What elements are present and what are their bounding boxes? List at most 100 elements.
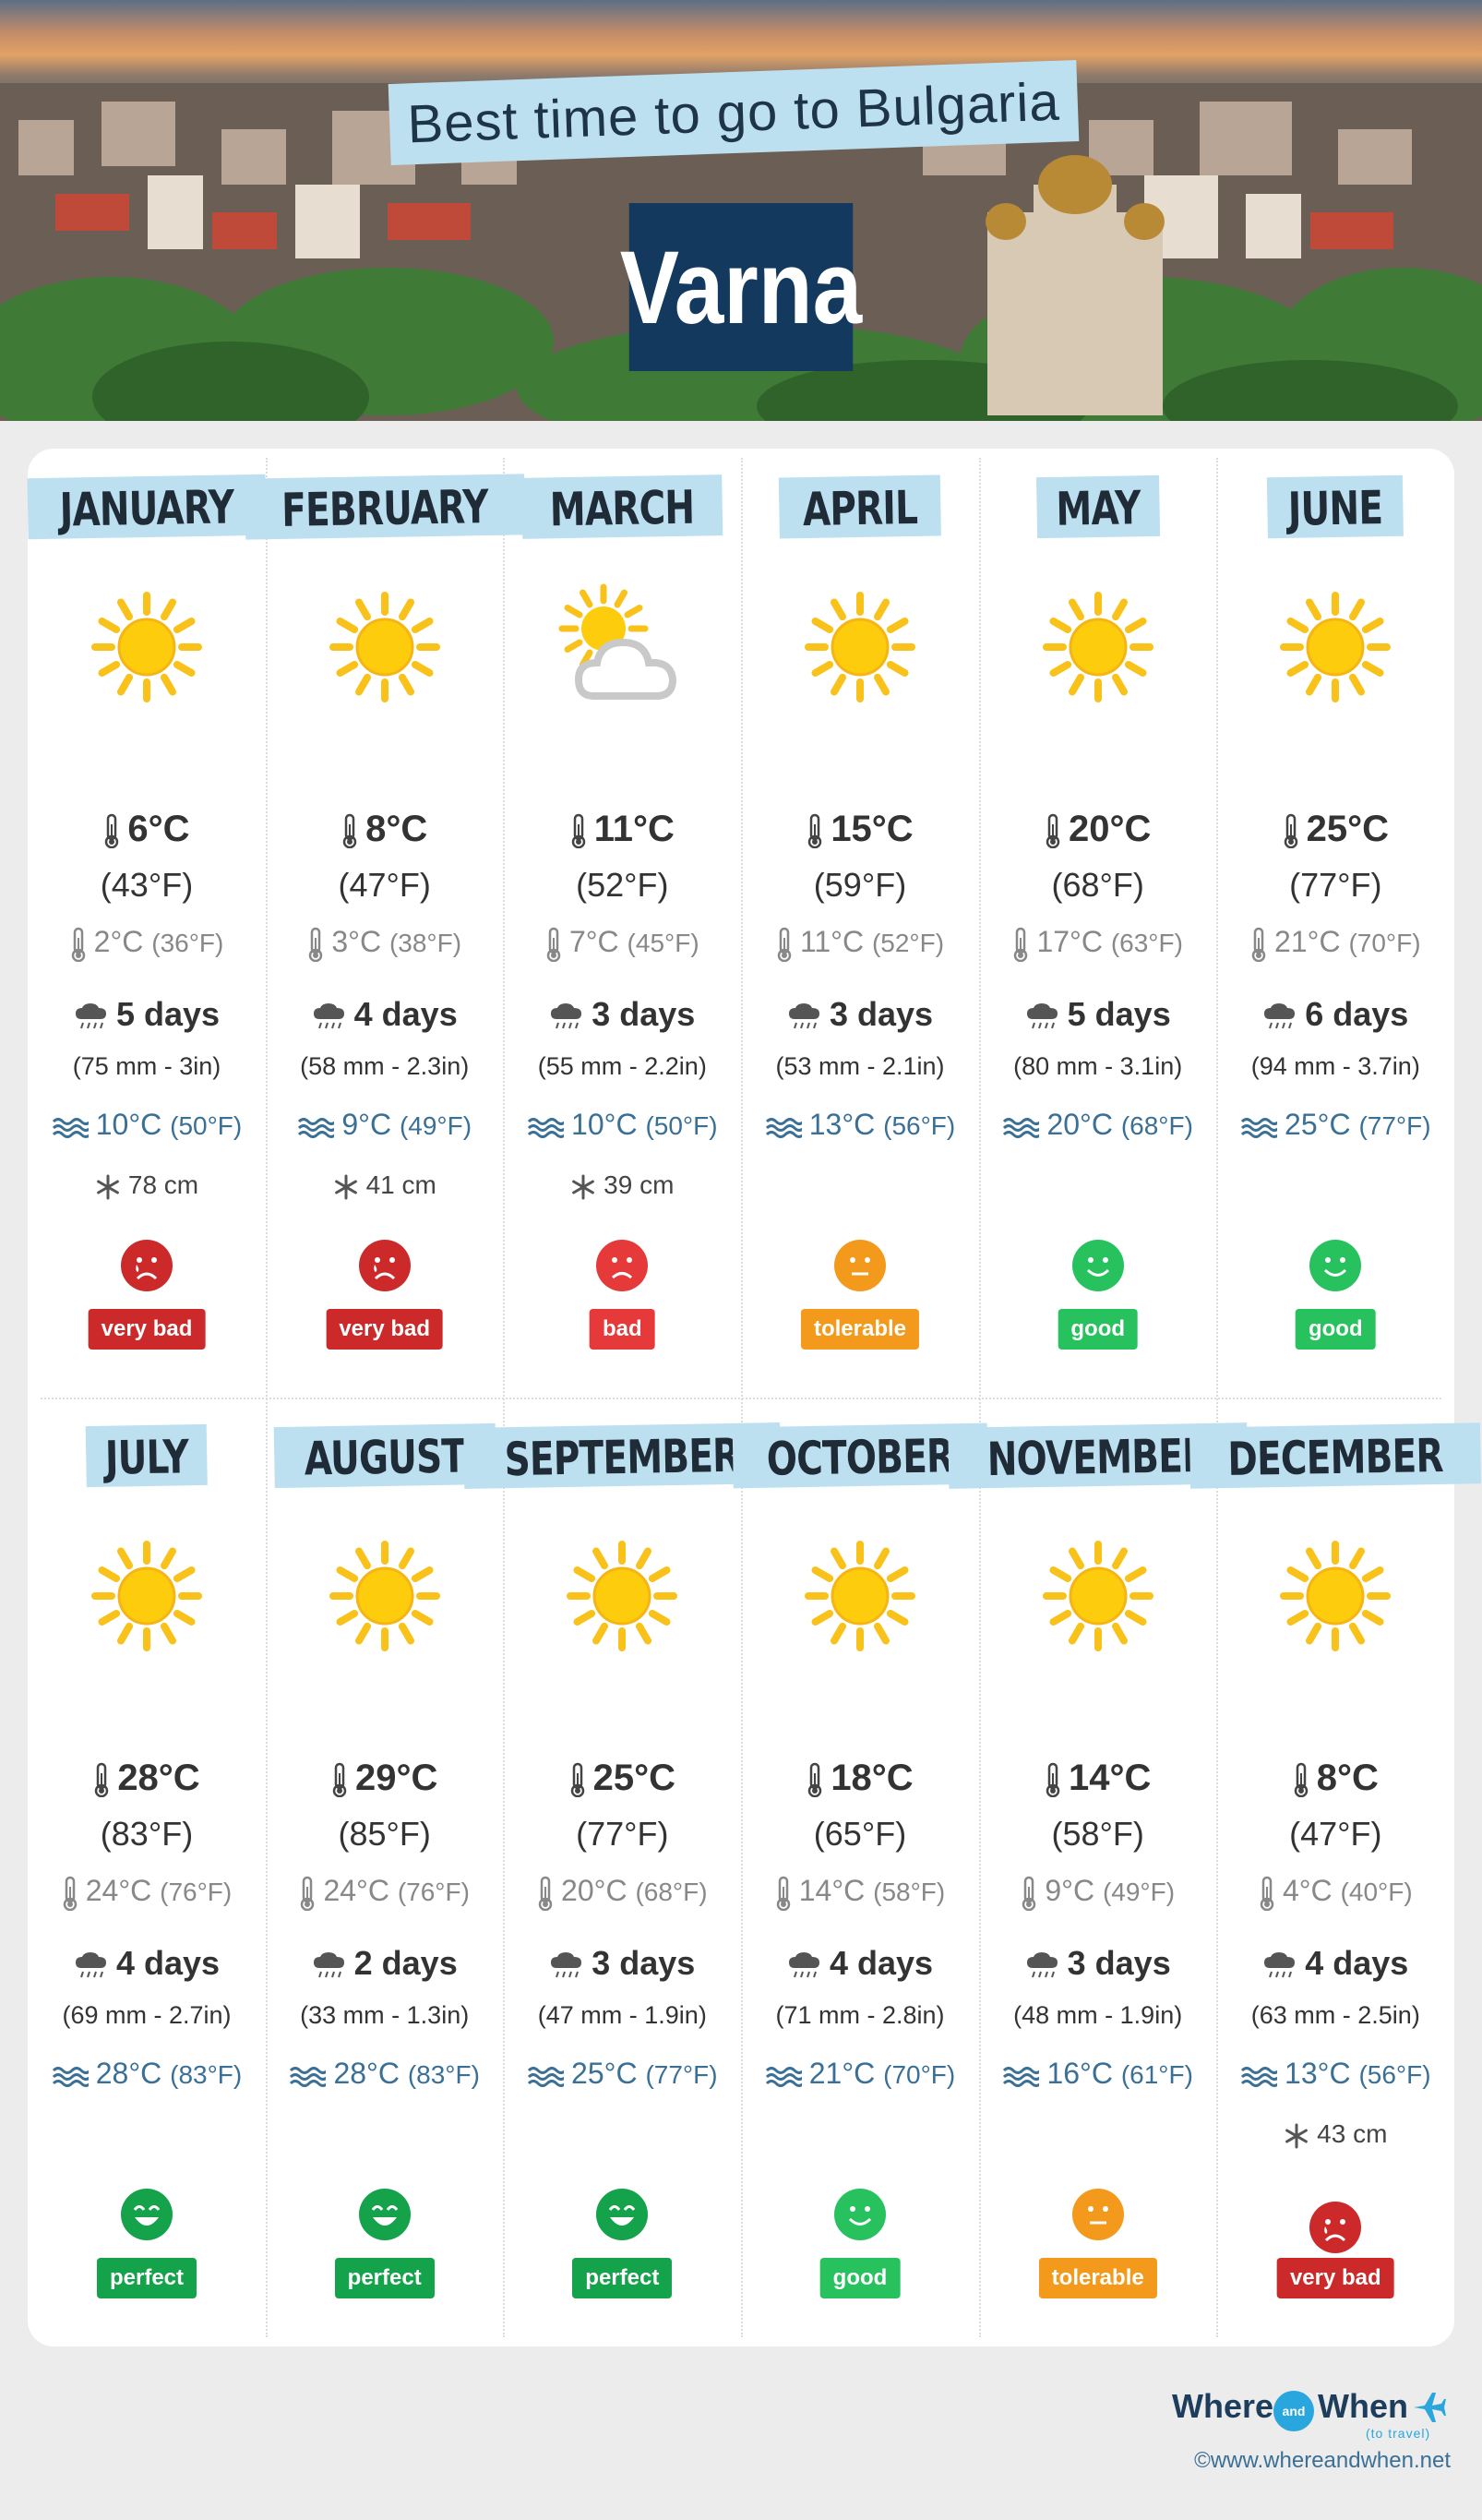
rating-badge: perfect — [96, 2258, 197, 2298]
thermometer-icon — [569, 1758, 593, 1798]
rainfall-amount: (71 mm - 2.8in) — [775, 2001, 945, 2029]
thermometer-icon — [1293, 1758, 1317, 1798]
min-temp-c: 24°C — [323, 1874, 389, 1907]
rainfall-amount: (53 mm - 2.1in) — [775, 1052, 945, 1080]
sea-temp-f: (61°F) — [1120, 2060, 1193, 2089]
max-temperature-f: (77°F) — [1289, 866, 1382, 904]
min-temp-f: (38°F) — [388, 929, 462, 957]
rain-days-value: 3 days — [592, 1944, 696, 1982]
thermometer-icon — [775, 1874, 799, 1911]
max-temp-c: 14°C — [1069, 1758, 1152, 1798]
sun-icon — [791, 578, 929, 716]
rain-days: 3 days — [503, 995, 741, 1034]
rainfall-amount: (47 mm - 1.9in) — [537, 2001, 707, 2029]
rain-cloud-icon — [74, 995, 116, 1033]
rain-days: 4 days — [741, 1944, 979, 1983]
rainfall-amount: (63 mm - 2.5in) — [1250, 2001, 1420, 2029]
sun-icon — [791, 1527, 929, 1665]
rain-days: 5 days — [28, 995, 266, 1034]
sea-temp-f: (83°F) — [170, 2060, 243, 2089]
rainfall-amount: (75 mm - 3in) — [72, 1052, 221, 1080]
max-temperature: 14°C — [979, 1758, 1217, 1799]
min-temp-c: 2°C — [93, 925, 144, 958]
rain-days-value: 5 days — [1067, 995, 1171, 1033]
sun-icon — [316, 578, 454, 716]
month-column: JULY 28°C (83°F) 24°C (76°F) 4 days (69 … — [28, 1398, 266, 2346]
thermometer-icon — [1045, 1758, 1069, 1798]
waves-icon — [527, 2057, 571, 2090]
min-temp-c: 3°C — [331, 925, 382, 958]
rating-badge: good — [819, 2258, 901, 2298]
sea-temp-f: (50°F) — [170, 1111, 243, 1140]
month-column: SEPTEMBER 25°C (77°F) 20°C (68°F) 3 days… — [463, 1398, 782, 2346]
month-name: DECEMBER — [1189, 1422, 1482, 1489]
min-temperature: 4°C (40°F) — [1216, 1874, 1454, 1911]
min-temperature: 11°C (52°F) — [741, 925, 979, 962]
month-column: MAY 20°C (68°F) 17°C (63°F) 5 days (80 m… — [979, 449, 1217, 1398]
sea-temp-c: 13°C — [808, 1108, 876, 1141]
sea-temp-f: (56°F) — [883, 1111, 956, 1140]
thermometer-icon — [62, 1874, 86, 1911]
rain-days-value: 2 days — [353, 1944, 458, 1982]
airplane-icon — [1414, 2393, 1446, 2422]
max-temperature: 6°C — [28, 809, 266, 850]
where-and-when-logo[interactable]: Where and When (to travel) — [1172, 2387, 1449, 2441]
sea-temp-c: 21°C — [808, 2057, 876, 2090]
max-temp-c: 8°C — [1316, 1758, 1379, 1798]
min-temp-f: (52°F) — [871, 929, 945, 957]
sun-icon — [1266, 578, 1404, 716]
logo-where: Where — [1172, 2387, 1274, 2425]
sea-temperature: 21°C (70°F) — [741, 2057, 979, 2091]
sea-temperature: 28°C (83°F) — [28, 2057, 266, 2091]
min-temp-c: 11°C — [799, 925, 865, 958]
min-temperature: 3°C (38°F) — [266, 925, 504, 962]
rating-badge: perfect — [572, 2258, 673, 2298]
hero-banner: Best time to go to Bulgaria Varna — [0, 0, 1482, 421]
sun-icon — [1266, 1527, 1404, 1665]
sea-temperature: 20°C (68°F) — [979, 1108, 1217, 1142]
max-temp-c: 29°C — [355, 1758, 438, 1798]
max-temp-c: 11°C — [593, 809, 675, 849]
sea-temp-f: (83°F) — [407, 2060, 480, 2089]
copyright-link[interactable]: ©www.whereandwhen.net — [1194, 2448, 1451, 2473]
sea-temp-c: 28°C — [95, 2057, 162, 2090]
sea-temperature: 9°C (49°F) — [266, 1108, 504, 1142]
snow-depth-value: 41 cm — [365, 1170, 436, 1199]
very-bad-face-icon — [1309, 2201, 1362, 2254]
max-temp-c: 25°C — [1306, 809, 1389, 849]
sun-icon — [553, 1527, 691, 1665]
row-divider — [41, 1398, 1441, 1399]
snowflake-icon — [333, 1170, 366, 1200]
waves-icon — [1002, 1108, 1046, 1141]
thermometer-icon — [1283, 809, 1307, 849]
month-name-label: OCTOBER — [766, 1429, 954, 1486]
rain-cloud-icon — [787, 995, 830, 1033]
good-face-icon — [833, 2188, 887, 2241]
rating-badge: good — [1058, 1309, 1139, 1350]
sea-temp-c: 9°C — [341, 1108, 392, 1141]
sun-icon — [78, 578, 216, 716]
max-temperature: 29°C — [266, 1758, 504, 1799]
sea-temperature: 25°C (77°F) — [503, 2057, 741, 2091]
min-temp-c: 14°C — [798, 1874, 866, 1907]
good-face-icon — [1309, 1239, 1362, 1292]
month-column: APRIL 15°C (59°F) 11°C (52°F) 3 days (53… — [741, 449, 979, 1398]
month-column: AUGUST 29°C (85°F) 24°C (76°F) 2 days (3… — [266, 1398, 504, 2346]
sea-temp-f: (77°F) — [645, 2060, 718, 2089]
good-face-icon — [1071, 1239, 1125, 1292]
waves-icon — [765, 1108, 809, 1141]
snowflake-icon — [95, 1170, 128, 1200]
rain-days-value: 6 days — [1305, 995, 1409, 1033]
logo-when: When — [1318, 2387, 1408, 2425]
max-temperature-f: (58°F) — [1051, 1815, 1144, 1853]
rain-days-value: 4 days — [353, 995, 458, 1033]
month-name-label: JULY — [104, 1430, 189, 1485]
rainfall-amount: (33 mm - 1.3in) — [300, 2001, 470, 2029]
max-temperature-f: (65°F) — [813, 1815, 907, 1853]
sea-temp-c: 13°C — [1285, 2057, 1351, 2090]
logo-subtitle: (to travel) — [1366, 2426, 1431, 2441]
rating-badge: good — [1295, 1309, 1376, 1350]
sea-temp-c: 16°C — [1046, 2057, 1113, 2090]
sea-temperature: 28°C (83°F) — [266, 2057, 504, 2091]
rating-badge: perfect — [334, 2258, 435, 2298]
